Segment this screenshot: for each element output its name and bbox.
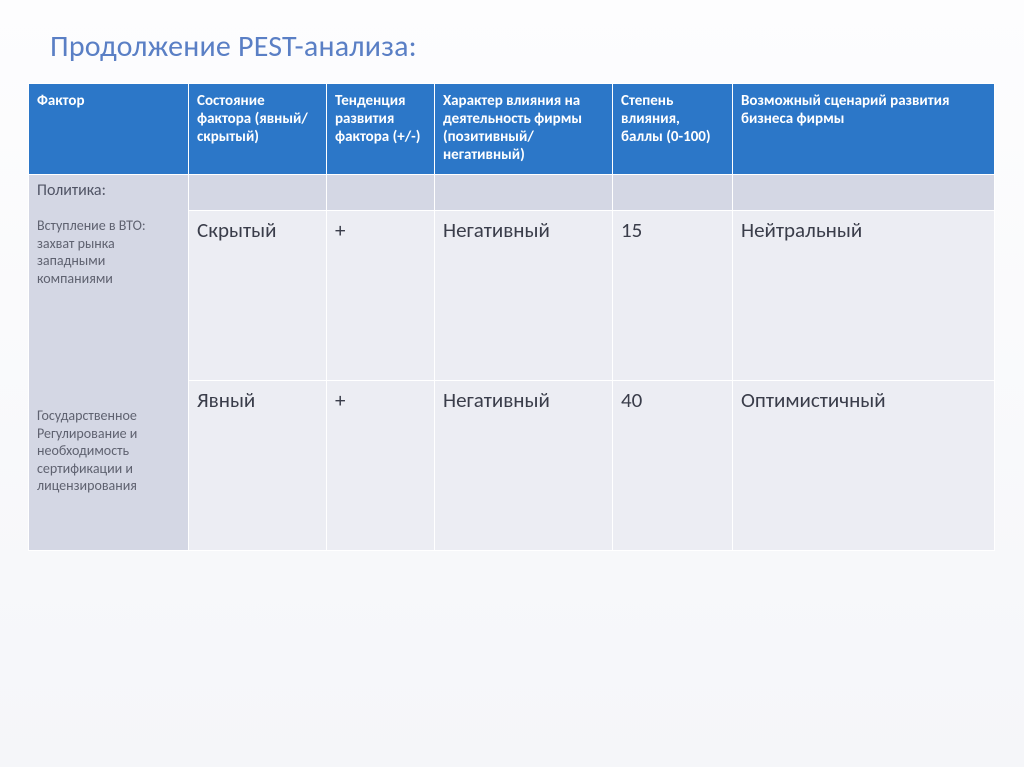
cell-impact: Негативный [435,211,613,381]
empty-cell [733,175,995,211]
th-score: Степень влияния, баллы (0-100) [613,84,733,175]
pest-table: Фактор Состояние фактора (явный/ скрытый… [28,83,995,551]
th-state: Состояние фактора (явный/ скрытый) [189,84,327,175]
cell-state: Явный [189,381,327,551]
factor-cell: Политика: Вступление в ВТО: захват рынка… [29,175,189,551]
factor-item-1: Вступление в ВТО: захват рынка западными… [37,217,146,287]
cell-score: 40 [613,381,733,551]
slide: Продолжение PEST-анализа: Фактор Состоян… [0,0,1024,767]
cell-trend: + [327,211,435,381]
empty-cell [435,175,613,211]
th-factor: Фактор [29,84,189,175]
th-scenario: Возможный сценарий развития бизнеса фирм… [733,84,995,175]
th-impact: Характер влияния на деятельность фирмы (… [435,84,613,175]
empty-cell [189,175,327,211]
cell-state: Скрытый [189,211,327,381]
empty-cell [327,175,435,211]
table-row-empty: Политика: Вступление в ВТО: захват рынка… [29,175,995,211]
cell-scenario: Оптимистичный [733,381,995,551]
empty-cell [613,175,733,211]
cell-trend: + [327,381,435,551]
cell-scenario: Нейтральный [733,211,995,381]
factor-item-2: Государственное Регулирование и необходи… [37,407,137,494]
cell-score: 15 [613,211,733,381]
table-header-row: Фактор Состояние фактора (явный/ скрытый… [29,84,995,175]
factor-category: Политика: [37,181,180,201]
cell-impact: Негативный [435,381,613,551]
th-trend: Тенденция развития фактора (+/-) [327,84,435,175]
slide-title: Продолжение PEST-анализа: [50,28,996,65]
